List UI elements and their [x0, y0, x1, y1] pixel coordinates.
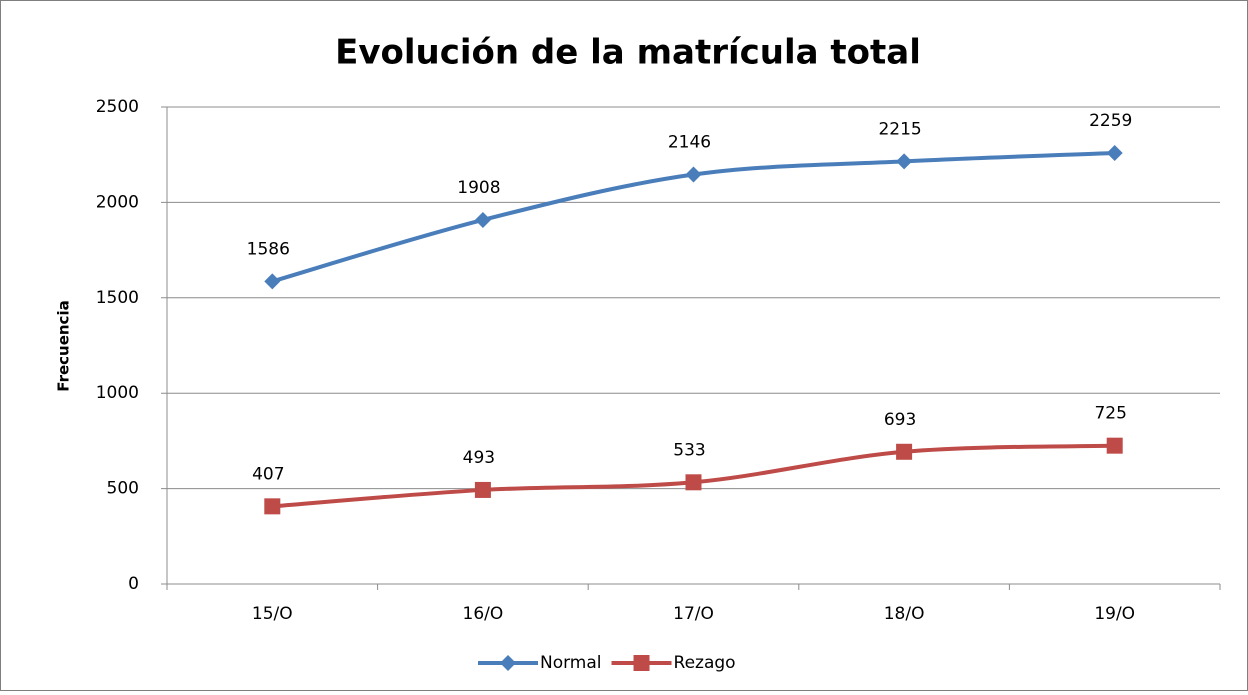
x-tick-label: 15/O: [252, 604, 293, 624]
point-marker: [685, 474, 702, 491]
point-marker: [1106, 437, 1123, 454]
point-marker: [685, 166, 702, 183]
y-axis-label: Frecuencia: [55, 300, 73, 391]
point-marker: [474, 481, 491, 498]
y-tick-label: 1500: [96, 288, 139, 308]
legend-marker: [500, 655, 516, 671]
point-marker: [1106, 144, 1123, 161]
data-label: 407: [252, 464, 284, 484]
x-tick-label: 16/O: [463, 604, 504, 624]
data-label: 2146: [668, 133, 711, 153]
point-marker: [264, 273, 281, 290]
y-tick-label: 2500: [96, 97, 139, 117]
data-label: 1586: [247, 239, 290, 259]
data-label: 533: [673, 440, 705, 460]
x-tick-label: 17/O: [673, 604, 714, 624]
legend-label: Normal: [540, 653, 602, 673]
data-label: 493: [463, 448, 495, 468]
legend-label: Rezago: [674, 653, 736, 673]
x-tick-label: 19/O: [1094, 604, 1135, 624]
y-tick-label: 2000: [96, 192, 139, 212]
data-label: 725: [1094, 404, 1126, 424]
data-label: 693: [884, 410, 916, 430]
legend-marker: [633, 655, 650, 671]
point-marker: [896, 153, 913, 170]
point-marker: [896, 443, 913, 460]
x-tick-label: 18/O: [884, 604, 925, 624]
data-label: 1908: [457, 178, 500, 198]
point-marker: [474, 211, 491, 228]
chart-title: Evolución de la matrícula total: [335, 33, 921, 73]
y-tick-label: 500: [107, 479, 139, 499]
data-label: 2215: [878, 119, 921, 139]
y-tick-label: 0: [128, 574, 139, 594]
data-label: 2259: [1089, 111, 1132, 131]
y-tick-label: 1000: [96, 383, 139, 403]
point-marker: [264, 498, 281, 515]
